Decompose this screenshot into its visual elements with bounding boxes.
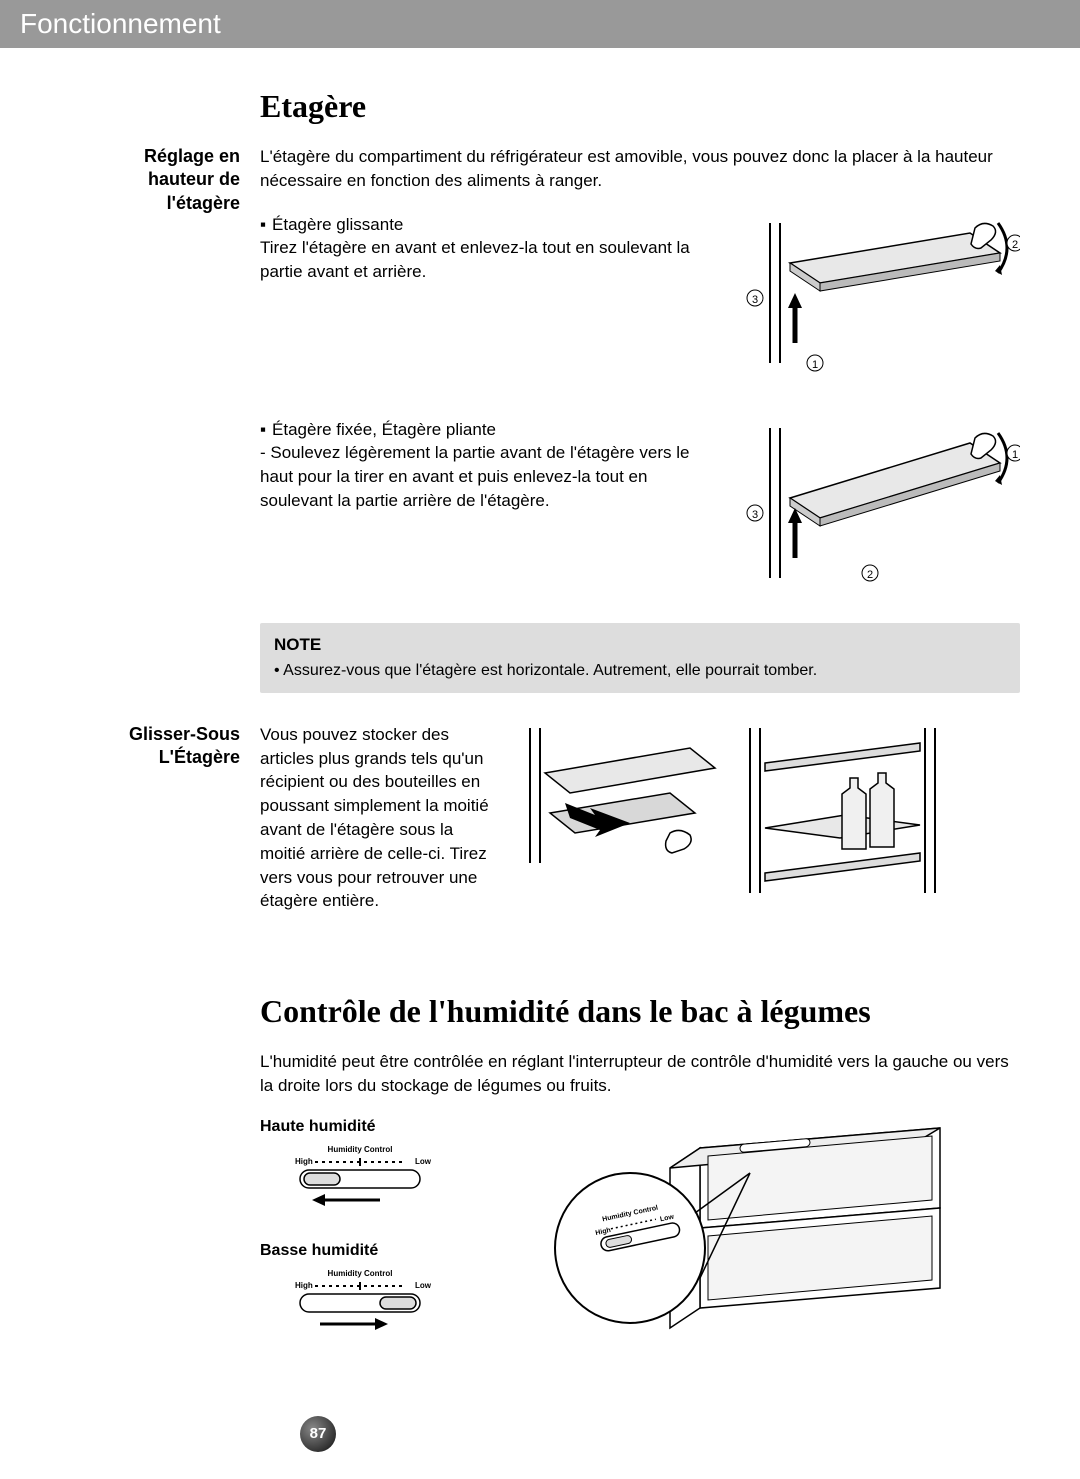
shelf-intro-row: Réglage en hauteur de l'étagère L'étagèr… — [100, 145, 1020, 693]
shelf-item-2-title: Étagère fixée, Étagère pliante — [260, 418, 700, 442]
low-humidity-block: Basse humidité Humidity Control High Low — [260, 1242, 510, 1341]
shelf-item-2-body: - Soulevez légèrement la partie avant de… — [260, 443, 689, 510]
low-humidity-label: Basse humidité — [260, 1242, 510, 1260]
high-humidity-slider-icon: Humidity Control High Low — [260, 1142, 460, 1212]
shelf-item-1-body: Tirez l'étagère en avant et enlevez-la t… — [260, 238, 690, 281]
slide-row: Glisser-Sous L'Étagère Vous pouvez stock… — [100, 723, 1020, 943]
slide-illustration — [520, 723, 940, 908]
high-humidity-block: Haute humidité Humidity Control High Low — [260, 1118, 510, 1217]
page-content: Etagère Réglage en hauteur de l'étagère … — [0, 88, 1080, 1452]
marker-1b: 1 — [1012, 449, 1018, 461]
shelf-intro-text: L'étagère du compartiment du réfrigérate… — [260, 145, 1020, 193]
humidity-title: Contrôle de l'humidité dans le bac à lég… — [260, 993, 1020, 1030]
shelf-sidebar-label: Réglage en hauteur de l'étagère — [100, 145, 260, 693]
low-humidity-slider-icon: Humidity Control High Low — [260, 1266, 460, 1336]
shelf-item-2-text: Étagère fixée, Étagère pliante - Souleve… — [260, 418, 720, 513]
crisper-drawer-illustration: Humidity Control High Low — [540, 1118, 960, 1353]
marker-2: 2 — [1012, 239, 1018, 251]
slide-sidebar-label: Glisser-Sous L'Étagère — [100, 723, 260, 943]
svg-text:Humidity Control: Humidity Control — [328, 1145, 393, 1154]
humidity-section: Contrôle de l'humidité dans le bac à lég… — [100, 993, 1020, 1366]
shelf-item-1-illustration: 3 1 2 — [720, 213, 1020, 388]
svg-text:High: High — [295, 1157, 313, 1166]
high-humidity-label: Haute humidité — [260, 1118, 510, 1136]
humidity-intro: L'humidité peut être contrôlée en réglan… — [260, 1050, 1020, 1098]
shelf-item-1-text: Étagère glissante Tirez l'étagère en ava… — [260, 213, 720, 284]
header-title: Fonctionnement — [20, 8, 1060, 40]
shelf-item-2-illustration: 3 2 1 — [720, 418, 1020, 593]
note-box: NOTE • Assurez-vous que l'étagère est ho… — [260, 623, 1020, 693]
marker-2b: 2 — [867, 569, 873, 581]
shelf-section: Etagère Réglage en hauteur de l'étagère … — [100, 88, 1020, 943]
shelf-title: Etagère — [260, 88, 1020, 125]
shelf-item-1: Étagère glissante Tirez l'étagère en ava… — [260, 213, 1020, 388]
humidity-sidebar-empty — [100, 1050, 260, 1366]
shelf-body: L'étagère du compartiment du réfrigérate… — [260, 145, 1020, 693]
note-body: • Assurez-vous que l'étagère est horizon… — [274, 660, 1006, 682]
shelf-item-1-title: Étagère glissante — [260, 213, 700, 237]
humidity-controls: Haute humidité Humidity Control High Low — [260, 1118, 510, 1366]
marker-1: 1 — [812, 359, 818, 371]
svg-text:Humidity Control: Humidity Control — [328, 1269, 393, 1278]
marker-3b: 3 — [752, 509, 758, 521]
humidity-illustrations: Haute humidité Humidity Control High Low — [260, 1118, 1020, 1366]
page-number-badge: 87 — [300, 1416, 336, 1452]
shelf-item-2: Étagère fixée, Étagère pliante - Souleve… — [260, 418, 1020, 593]
note-title: NOTE — [274, 633, 1006, 657]
svg-text:Low: Low — [415, 1281, 432, 1290]
slide-body-col: Vous pouvez stocker des articles plus gr… — [260, 723, 1020, 943]
page-header: Fonctionnement — [0, 0, 1080, 48]
marker-3: 3 — [752, 294, 758, 306]
slide-body-text: Vous pouvez stocker des articles plus gr… — [260, 723, 520, 913]
svg-text:Low: Low — [415, 1157, 432, 1166]
svg-text:High: High — [295, 1281, 313, 1290]
